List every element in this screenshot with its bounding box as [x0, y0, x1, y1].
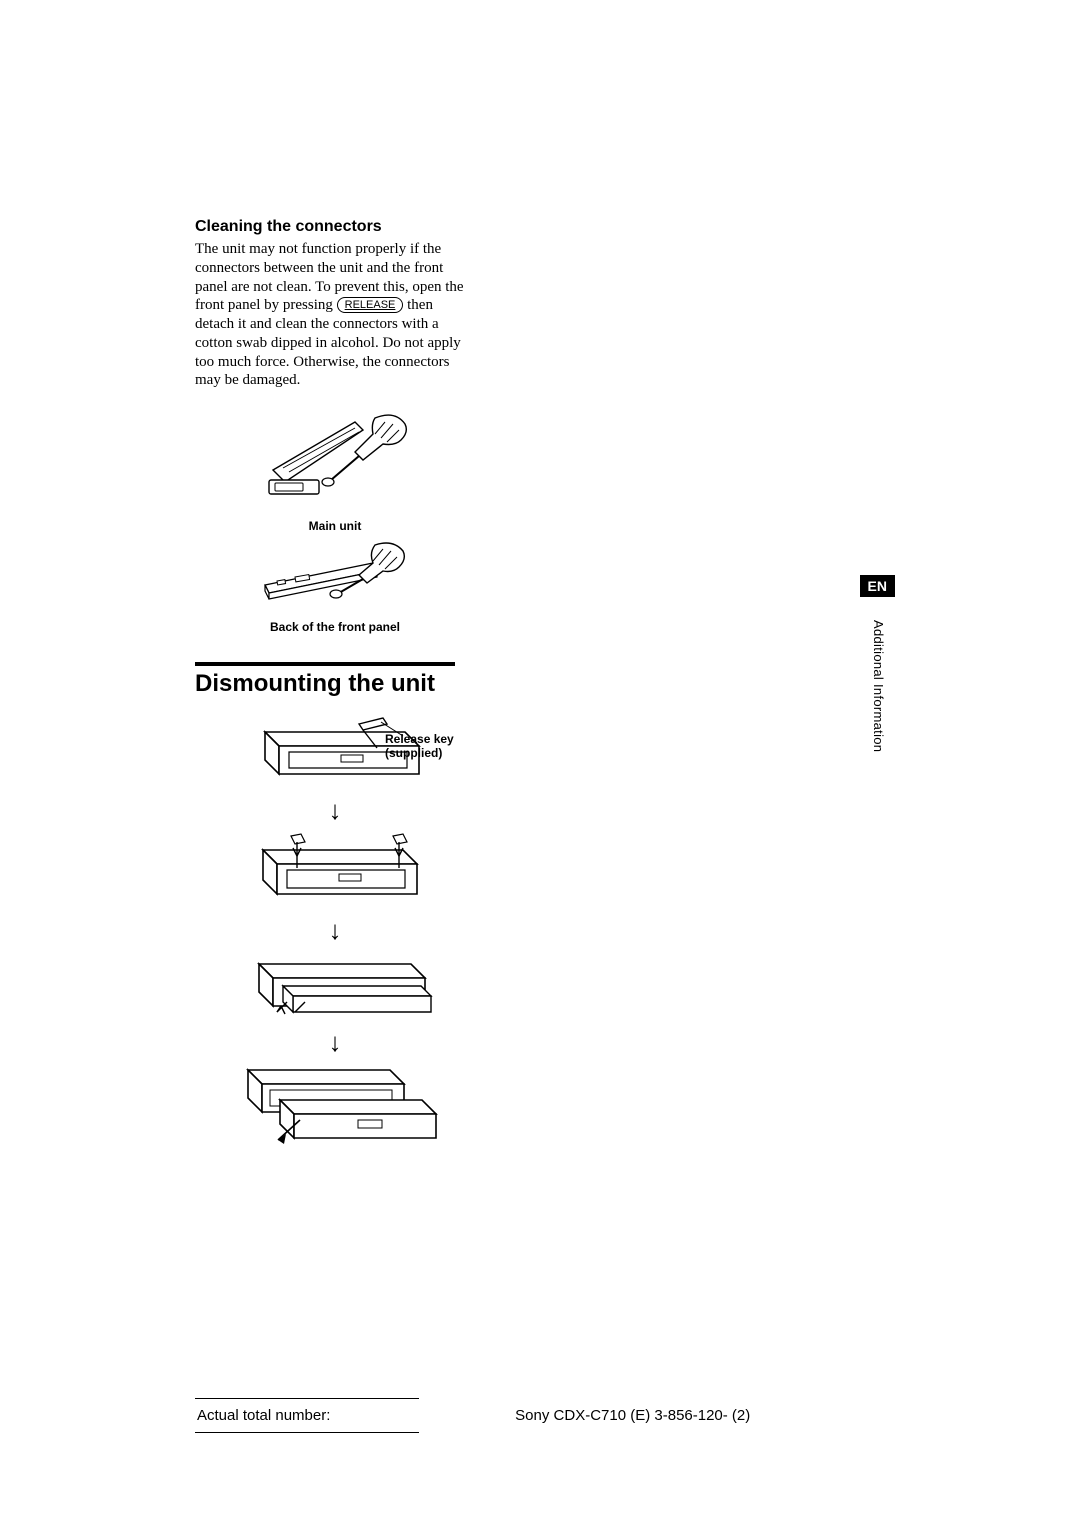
cleaning-body: The unit may not function properly if th…	[195, 240, 475, 390]
footer-left: Actual total number:	[195, 1398, 419, 1433]
step2-illustration	[235, 828, 435, 908]
dismount-title: Dismounting the unit	[195, 670, 815, 698]
en-badge-text: EN	[860, 575, 895, 597]
main-unit-caption: Main unit	[195, 519, 475, 533]
arrow-down-icon: ↓	[195, 915, 475, 946]
dismount-step-2: ↓	[195, 828, 475, 946]
dismount-step-3: ↓	[195, 948, 475, 1058]
footer-right: Sony CDX-C710 (E) 3-856-120- (2)	[513, 1399, 752, 1432]
release-key-label-line2: (supplied)	[385, 746, 442, 760]
release-key-label-line1: Release key	[385, 732, 454, 746]
back-panel-illustration	[255, 541, 415, 611]
arrow-down-icon: ↓	[195, 795, 475, 826]
section-side-label: Additional Information	[871, 620, 886, 752]
language-badge: EN	[860, 575, 895, 597]
release-button-label: RELEASE	[337, 297, 404, 313]
dismount-step-1: Release key (supplied) ↓	[195, 708, 475, 826]
step4-illustration	[230, 1060, 440, 1146]
figure-back-panel: Back of the front panel	[195, 541, 475, 634]
release-key-label: Release key (supplied)	[385, 732, 454, 761]
page-footer: Actual total number: Sony CDX-C710 (E) 3…	[195, 1398, 815, 1433]
arrow-down-icon: ↓	[195, 1027, 475, 1058]
section-rule	[195, 662, 455, 666]
cleaning-title: Cleaning the connectors	[195, 218, 815, 236]
dismount-step-4	[195, 1060, 475, 1151]
figure-main-unit: Main unit	[195, 410, 475, 533]
back-panel-caption: Back of the front panel	[195, 620, 475, 634]
step3-illustration	[235, 948, 435, 1020]
main-unit-illustration	[255, 410, 415, 510]
